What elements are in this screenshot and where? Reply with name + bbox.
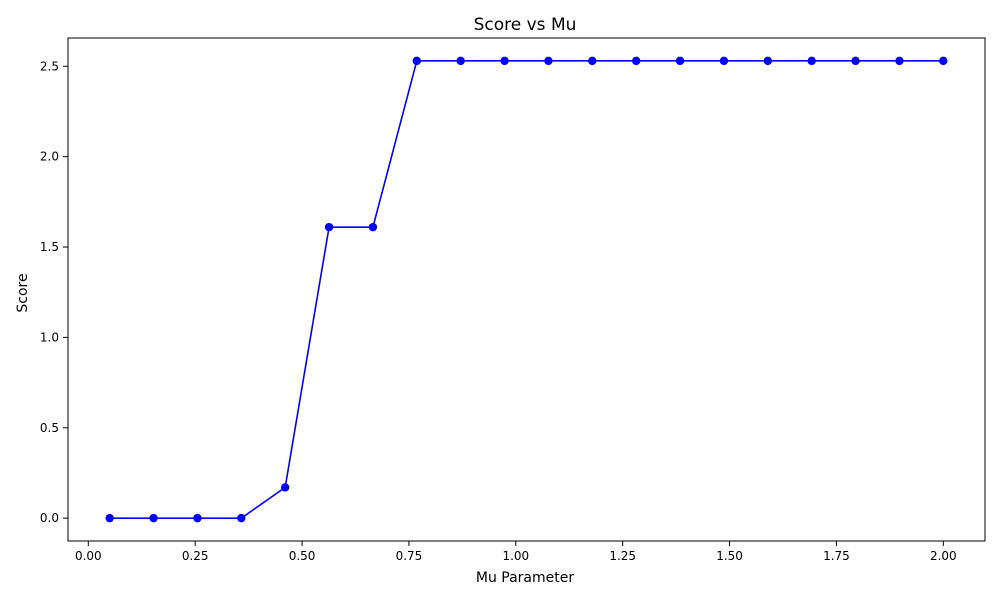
x-tick-label: 0.00 [75,549,102,563]
y-tick-label: 1.0 [40,330,59,344]
x-tick-label: 1.50 [716,549,743,563]
chart-title: Score vs Mu [474,15,577,35]
x-tick-label: 1.00 [502,549,529,563]
data-point [280,483,290,492]
x-tick-label: 0.50 [289,549,316,563]
data-point [237,513,246,523]
series-line [109,60,944,519]
plot-area: 0.00 0.25 0.50 0.75 1.00 1.25 1.50 1.75 2.00 0.0 0… [40,37,986,563]
data-point [412,56,422,66]
data-point [588,56,597,66]
data-point [105,513,114,523]
x-tick-label: 1.75 [823,549,850,563]
data-point [939,56,948,66]
data-point [851,56,860,66]
x-tick-label: 2.00 [930,549,957,563]
y-axis-title: Score [15,273,31,312]
y-tick-label: 0.5 [40,421,59,435]
data-point [149,513,158,523]
y-tick-label: 2.0 [40,150,59,164]
data-point [193,513,202,523]
data-point [324,222,334,232]
data-point [456,56,465,66]
y-tick-label: 0.0 [40,511,59,525]
data-point [719,56,729,66]
data-point [895,56,904,66]
data-point [500,56,509,66]
x-tick-label: 1.25 [609,549,636,563]
axes-frame [67,37,986,542]
y-tick-label: 1.5 [40,240,59,254]
x-tick-label: 0.25 [182,549,209,563]
data-point [675,56,685,66]
data-point [368,222,378,232]
data-point [544,56,553,66]
data-point [807,56,816,66]
x-tick-label: 0.75 [396,549,423,563]
y-tick-label: 2.5 [40,59,59,73]
data-point [631,56,641,66]
x-axis-title: Mu Parameter [476,570,574,586]
data-point [763,56,773,66]
